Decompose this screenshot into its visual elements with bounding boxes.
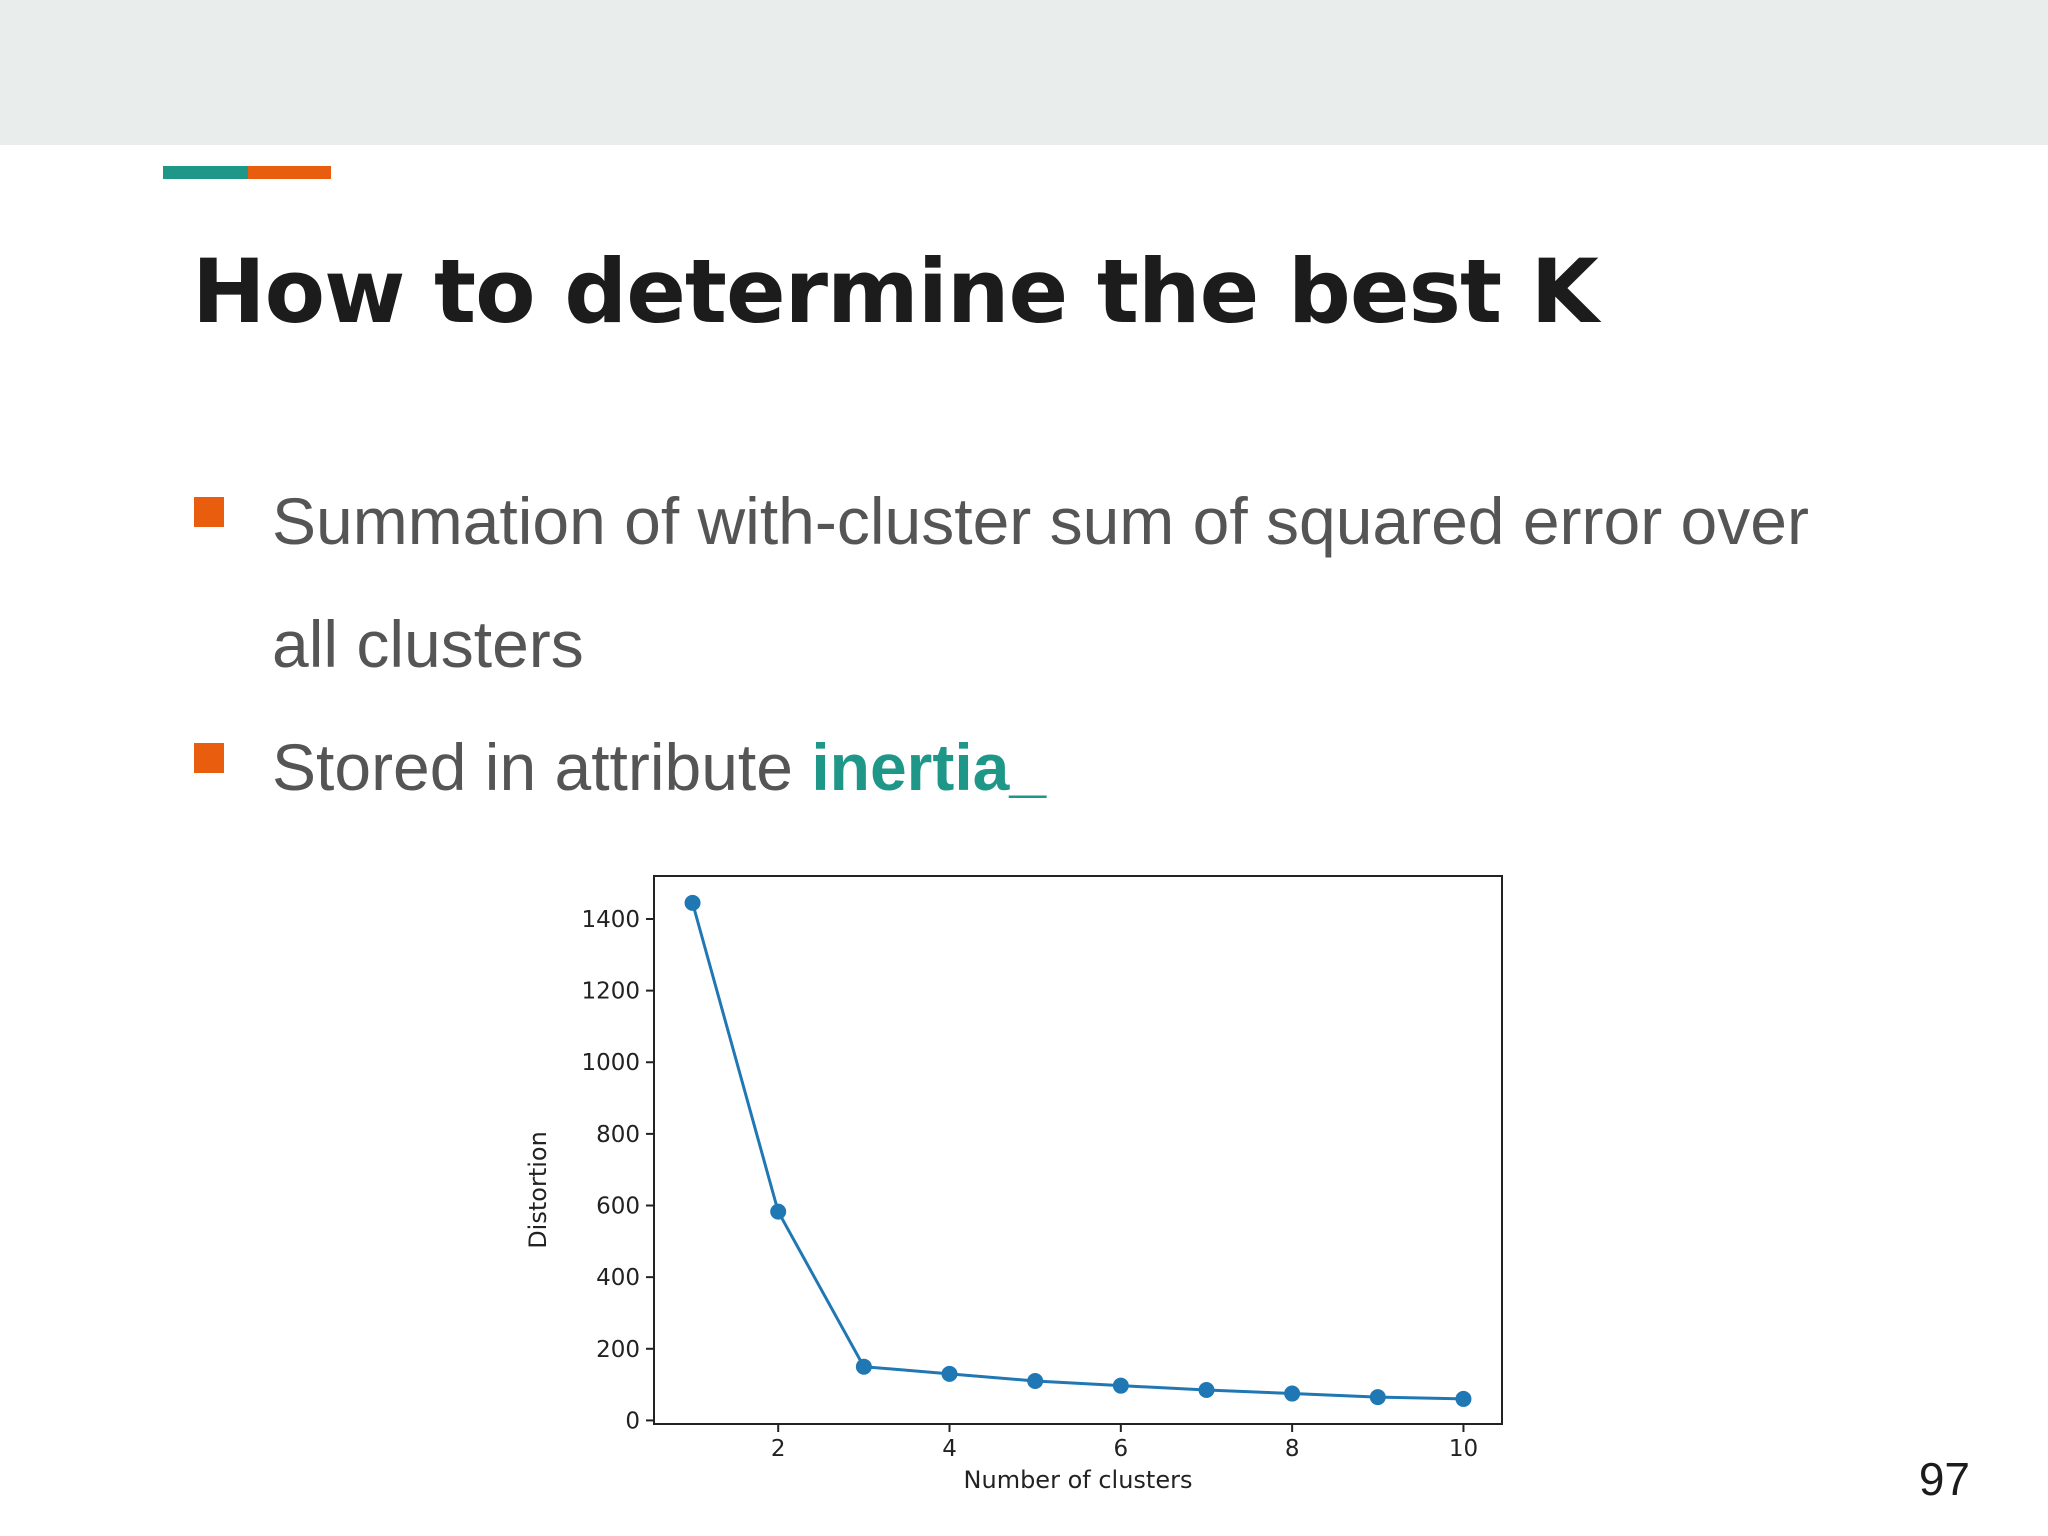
y-tick-label: 1400 [581, 907, 640, 933]
y-tick-label: 1000 [581, 1050, 640, 1076]
bullet-item: Summation of with-cluster sum of squared… [194, 460, 1832, 706]
chart-svg: 0 200 400 600 800 1000 1200 1400 2 4 6 8 10 Number of… [524, 875, 1503, 1494]
y-axis-label: Distortion [524, 1131, 552, 1249]
x-axis-label: Number of clusters [964, 1466, 1193, 1494]
bullet-list: Summation of with-cluster sum of squared… [194, 460, 1894, 829]
x-tick-label: 4 [942, 1436, 957, 1462]
plot-frame [653, 875, 1503, 1425]
square-bullet-icon [194, 743, 224, 773]
x-tick-label: 10 [1449, 1436, 1478, 1462]
bullet-item: Stored in attribute inertia_ [194, 706, 1832, 829]
y-tick-label: 400 [596, 1265, 640, 1291]
data-point [1198, 1381, 1215, 1398]
data-point [1369, 1389, 1386, 1406]
square-bullet-icon [194, 497, 224, 527]
page-number: 97 [1918, 1453, 1970, 1505]
header-band [0, 0, 2048, 145]
data-point [770, 1203, 787, 1220]
accent-bar-orange [248, 166, 331, 179]
plot-area: 0 200 400 600 800 1000 1200 1400 2 4 6 8 10 Number of… [524, 875, 1503, 1494]
slide-title: How to determine the best K [192, 240, 1599, 343]
elbow-chart: 0 200 400 600 800 1000 1200 1400 2 4 6 8 10 Number of… [500, 860, 1540, 1520]
data-point [1027, 1373, 1044, 1390]
bullet-text: Stored in attribute [272, 730, 812, 804]
y-tick-label: 800 [596, 1122, 640, 1148]
bullet-text: Summation of with-cluster sum of squared… [272, 484, 1809, 681]
accent-bar-teal [163, 166, 248, 179]
x-tick-label: 2 [771, 1436, 786, 1462]
x-tick-label: 8 [1285, 1436, 1300, 1462]
data-point [1112, 1377, 1129, 1394]
data-point [1455, 1390, 1472, 1407]
data-point [941, 1365, 958, 1382]
y-tick-label: 0 [625, 1408, 640, 1434]
data-point [1284, 1385, 1301, 1402]
y-tick-label: 200 [596, 1337, 640, 1363]
data-point [684, 894, 701, 911]
data-point [855, 1358, 872, 1375]
attribute-name: inertia_ [811, 730, 1047, 804]
x-tick-label: 6 [1114, 1436, 1129, 1462]
series-line [691, 902, 1464, 1401]
y-tick-label: 1200 [581, 979, 640, 1005]
y-tick-label: 600 [596, 1194, 640, 1220]
